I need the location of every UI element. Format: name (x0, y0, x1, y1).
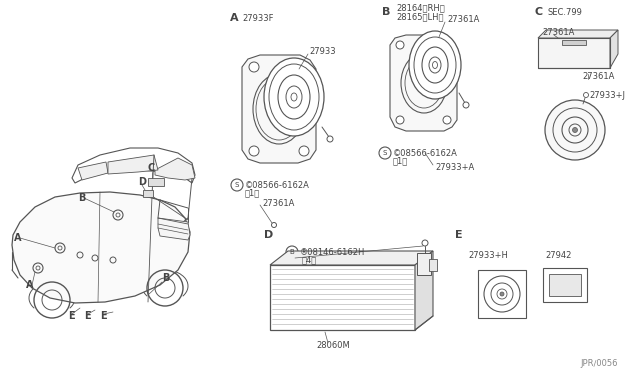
Text: 28164（RH）: 28164（RH） (396, 3, 445, 13)
Polygon shape (538, 30, 618, 38)
Circle shape (500, 292, 504, 296)
Circle shape (396, 41, 404, 49)
Text: 27933+J: 27933+J (589, 90, 625, 99)
Text: SEC.799: SEC.799 (548, 7, 583, 16)
Polygon shape (78, 162, 108, 180)
Circle shape (422, 240, 428, 246)
Text: A: A (26, 280, 33, 290)
Text: B: B (162, 273, 170, 283)
Text: 27361A: 27361A (262, 199, 294, 208)
Polygon shape (12, 192, 190, 303)
Text: ®08146-6162H: ®08146-6162H (300, 247, 365, 257)
Text: D: D (138, 177, 146, 187)
Polygon shape (72, 148, 195, 183)
Text: E: E (455, 230, 463, 240)
Polygon shape (242, 55, 316, 163)
Text: E: E (68, 311, 75, 321)
Bar (538, 38, 610, 68)
Ellipse shape (409, 31, 461, 99)
Text: （1）: （1） (393, 157, 408, 166)
Polygon shape (108, 155, 158, 174)
Text: C: C (148, 163, 156, 173)
Text: ©08566-6162A: ©08566-6162A (245, 180, 310, 189)
Text: 27933: 27933 (309, 46, 335, 55)
Polygon shape (158, 218, 190, 240)
Ellipse shape (264, 58, 324, 136)
Text: ©08566-6162A: ©08566-6162A (393, 148, 458, 157)
Text: 27933+A: 27933+A (435, 163, 474, 171)
Circle shape (573, 128, 577, 132)
Text: D: D (264, 230, 273, 240)
Text: B: B (382, 7, 390, 17)
Text: 27361A: 27361A (447, 15, 479, 23)
Text: （1）: （1） (245, 189, 260, 198)
Text: 28060M: 28060M (316, 341, 349, 350)
Bar (543, 268, 587, 302)
Text: B: B (290, 249, 294, 255)
Circle shape (249, 146, 259, 156)
Circle shape (463, 102, 469, 108)
Circle shape (584, 93, 589, 97)
Text: 27942: 27942 (545, 250, 572, 260)
Bar (143, 190, 153, 197)
Circle shape (545, 100, 605, 160)
Text: S: S (383, 150, 387, 156)
Text: A: A (14, 233, 22, 243)
Text: 28165（LH）: 28165（LH） (396, 13, 444, 22)
Circle shape (327, 136, 333, 142)
Circle shape (299, 62, 309, 72)
Text: 27361A: 27361A (542, 28, 574, 36)
Circle shape (443, 41, 451, 49)
Text: 27361A: 27361A (582, 71, 614, 80)
Polygon shape (610, 30, 618, 68)
Bar (429, 259, 437, 271)
Polygon shape (155, 158, 195, 180)
Text: （4）: （4） (302, 256, 317, 264)
Text: B: B (78, 193, 85, 203)
Text: S: S (235, 182, 239, 188)
Text: 27933+H: 27933+H (468, 250, 508, 260)
Text: 27933F: 27933F (242, 13, 273, 22)
Bar (417, 253, 431, 275)
Polygon shape (270, 251, 433, 265)
Text: C: C (535, 7, 543, 17)
Circle shape (396, 116, 404, 124)
Circle shape (249, 62, 259, 72)
Text: E: E (84, 311, 91, 321)
Polygon shape (415, 251, 433, 330)
Polygon shape (390, 35, 457, 131)
Text: A: A (230, 13, 239, 23)
Bar (549, 274, 581, 296)
Bar (562, 40, 586, 45)
Text: JPR∕0056: JPR∕0056 (580, 359, 618, 369)
Circle shape (299, 146, 309, 156)
Bar (478, 270, 526, 318)
Text: E: E (100, 311, 107, 321)
Circle shape (443, 116, 451, 124)
Bar (270, 265, 415, 330)
Bar (148, 178, 164, 186)
